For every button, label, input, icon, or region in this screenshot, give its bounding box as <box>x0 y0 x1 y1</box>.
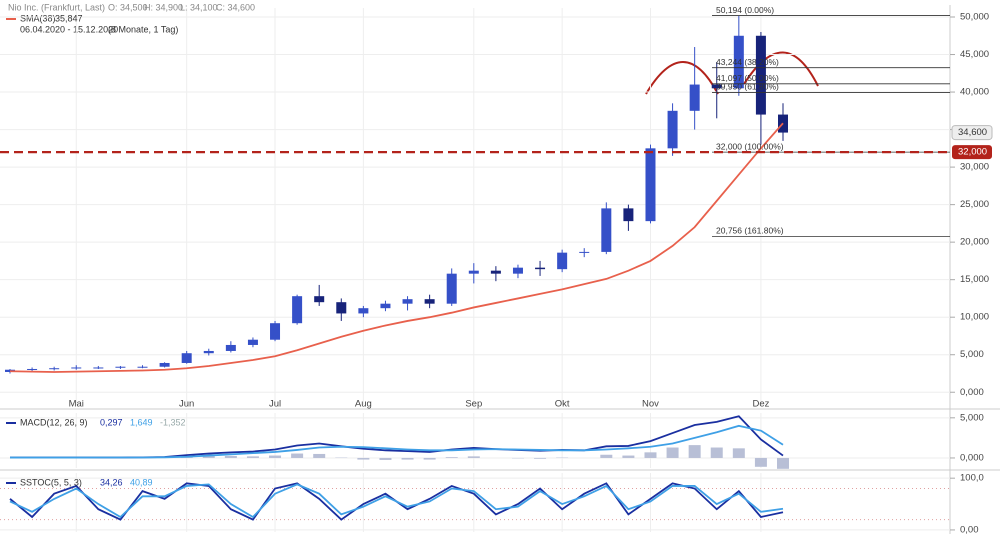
panel-title: SSTOC(5, 5, 3) <box>20 477 82 487</box>
panel-value: 40,89 <box>130 477 153 487</box>
candle-body <box>579 252 589 253</box>
candle-body <box>513 268 523 274</box>
candle-body <box>491 271 501 274</box>
x-tick-label: Okt <box>555 399 570 410</box>
panel-title: MACD(12, 26, 9) <box>20 417 88 427</box>
candle-body <box>601 208 611 252</box>
candle-body <box>49 368 59 369</box>
candle-body <box>71 367 81 368</box>
fib-label: 32,000 (100.00%) <box>716 141 784 151</box>
candle-body <box>270 323 280 340</box>
y-tick-label: 10,000 <box>960 312 989 323</box>
y-tick-label: 0,00 <box>960 524 979 535</box>
x-tick-label: Aug <box>355 399 372 410</box>
y-tick-label: 50,000 <box>960 12 989 23</box>
candle-body <box>380 304 390 309</box>
y-tick-label: 5,000 <box>960 412 984 423</box>
price-tag-label: 32,000 <box>958 147 987 158</box>
quote: H: 34,900 <box>144 2 183 12</box>
y-tick-label: 0,000 <box>960 387 984 398</box>
quote: C: 34,600 <box>216 2 255 12</box>
histogram-bar <box>247 456 259 458</box>
histogram-bar <box>225 456 237 458</box>
fib-label: 50,194 (0.00%) <box>716 5 774 15</box>
candle-body <box>138 367 148 368</box>
histogram-bar <box>733 448 745 458</box>
panel-value: 34,26 <box>100 477 123 487</box>
last-price-label: 34,600 <box>958 127 987 138</box>
candle-body <box>623 208 633 221</box>
candle-body <box>314 296 324 302</box>
period: (8 Monate, 1 Tag) <box>108 24 178 34</box>
fib-label: 39,950 (61.80%) <box>716 82 779 92</box>
histogram-bar <box>534 458 546 459</box>
histogram-bar <box>424 458 436 460</box>
histogram-bar <box>711 448 723 458</box>
candle-body <box>645 148 655 221</box>
histogram-bar <box>600 455 612 458</box>
histogram-bar <box>468 456 480 458</box>
panel-value: 1,649 <box>130 417 153 427</box>
candle-body <box>668 111 678 149</box>
histogram-bar <box>622 456 634 458</box>
x-tick-label: Mai <box>69 399 84 410</box>
x-tick-label: Nov <box>642 399 659 410</box>
histogram-bar <box>402 458 414 460</box>
candle-body <box>690 85 700 111</box>
histogram-bar <box>755 458 767 467</box>
histogram-bar <box>667 448 679 458</box>
candle-body <box>115 367 125 368</box>
y-tick-label: 25,000 <box>960 199 989 210</box>
legend-value: 35,847 <box>55 13 83 23</box>
candle-body <box>292 296 302 323</box>
x-tick-label: Jun <box>179 399 194 410</box>
fib-label: 20,756 (161.80%) <box>716 226 784 236</box>
y-tick-label: 40,000 <box>960 87 989 98</box>
chart-title: Nio Inc. (Frankfurt, Last) <box>8 2 105 12</box>
candle-body <box>403 299 413 304</box>
candle-body <box>27 369 37 370</box>
y-tick-label: 0,000 <box>960 452 984 463</box>
y-tick-label: 5,000 <box>960 349 984 360</box>
candle-body <box>358 308 368 313</box>
quote: L: 34,100 <box>180 2 218 12</box>
candle-body <box>160 363 170 367</box>
y-tick-label: 30,000 <box>960 162 989 173</box>
legend-sma: SMA(38) <box>20 13 56 23</box>
panel-value: 0,297 <box>100 417 123 427</box>
x-tick-label: Sep <box>465 399 482 410</box>
y-tick-label: 45,000 <box>960 49 989 60</box>
candle-body <box>469 271 479 274</box>
candle-body <box>425 299 435 304</box>
histogram-bar <box>313 454 325 458</box>
y-tick-label: 15,000 <box>960 274 989 285</box>
candle-body <box>182 353 192 363</box>
candle-body <box>93 367 103 368</box>
candle-body <box>557 253 567 270</box>
histogram-bar <box>689 445 701 458</box>
fib-label: 43,244 (38.20%) <box>716 57 779 67</box>
x-tick-label: Dez <box>752 399 769 410</box>
candle-body <box>204 351 214 353</box>
histogram-bar <box>446 457 458 458</box>
x-tick-label: Jul <box>269 399 281 410</box>
candle-body <box>447 274 457 304</box>
histogram-bar <box>777 458 789 469</box>
y-tick-label: 20,000 <box>960 237 989 248</box>
histogram-bar <box>644 452 656 458</box>
candle-body <box>336 302 346 313</box>
histogram-bar <box>379 458 391 460</box>
candle-body <box>226 345 236 351</box>
candle-body <box>535 268 545 270</box>
date-range: 06.04.2020 - 15.12.2020 <box>20 24 118 34</box>
y-tick-label: 100,0 <box>960 473 984 484</box>
histogram-bar <box>357 458 369 460</box>
histogram-bar <box>269 456 281 458</box>
histogram-bar <box>291 454 303 458</box>
panel-value: -1,352 <box>160 417 186 427</box>
quote: O: 34,500 <box>108 2 148 12</box>
candle-body <box>248 340 258 345</box>
